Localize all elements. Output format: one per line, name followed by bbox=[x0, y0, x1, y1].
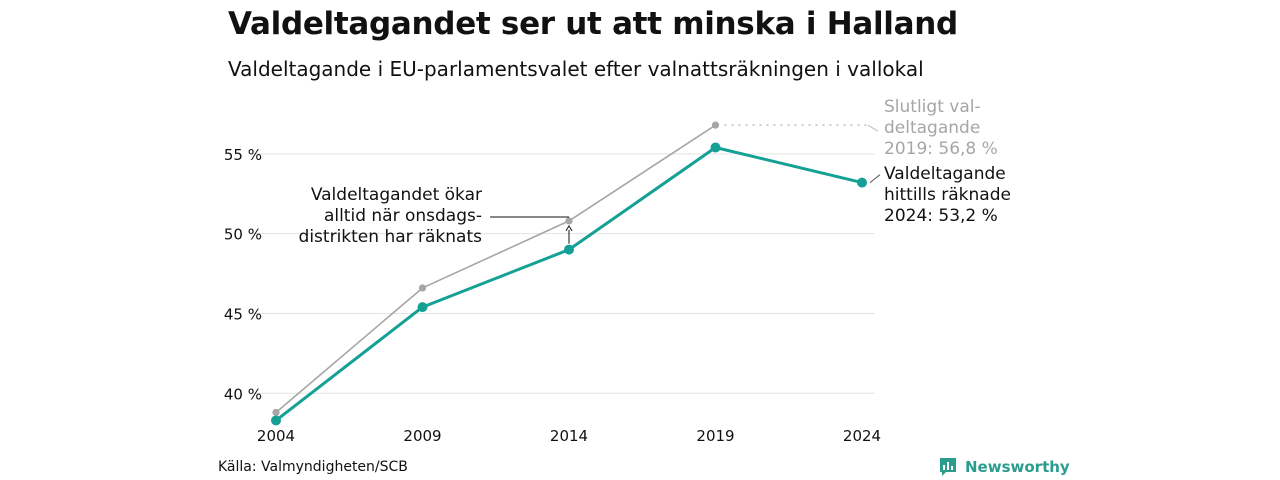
final-turnout-point bbox=[565, 217, 573, 225]
current-turnout-point bbox=[417, 302, 428, 313]
final-turnout-line bbox=[275, 124, 716, 414]
x-tick-label: 2014 bbox=[550, 427, 588, 445]
final-value-pointer bbox=[867, 124, 879, 132]
y-tick-label: 50 % bbox=[224, 226, 262, 244]
x-tick-label: 2024 bbox=[843, 427, 881, 445]
current-turnout-label: Valdeltagande hittills räknade 2024: 53,2 … bbox=[884, 164, 1011, 226]
newsworthy-logo: Newsworthy bbox=[938, 456, 1070, 478]
final-turnout-point bbox=[711, 121, 720, 129]
chart-subtitle: Valdeltagande i EU-parlamentsvalet efter… bbox=[228, 57, 924, 81]
final-turnout-point bbox=[272, 408, 280, 417]
annotation-arrowhead bbox=[565, 224, 573, 232]
x-tick-label: 2019 bbox=[696, 427, 734, 445]
newsworthy-logo-icon bbox=[940, 458, 956, 476]
y-tick-label: 45 % bbox=[224, 305, 262, 323]
chart-title: Valdeltagandet ser ut att minska i Halla… bbox=[228, 6, 958, 42]
current-turnout-point bbox=[857, 177, 867, 188]
x-tick-label: 2004 bbox=[257, 427, 295, 445]
y-tick-label: 55 % bbox=[224, 146, 262, 164]
final-turnout-point bbox=[418, 284, 427, 292]
final-turnout-label: Slutligt val-deltagande 2019: 56,8 % bbox=[884, 97, 998, 159]
current-turnout-point bbox=[710, 142, 721, 153]
chart-annotation-note: Valdeltagandet ökar alltid när onsdags-di… bbox=[299, 185, 483, 247]
current-value-pointer bbox=[869, 174, 881, 183]
x-tick-label: 2009 bbox=[403, 427, 441, 445]
y-tick-label: 40 % bbox=[224, 385, 262, 403]
current-turnout-point bbox=[564, 244, 574, 255]
newsworthy-logo-name: Newsworthy bbox=[965, 458, 1070, 476]
current-turnout-point bbox=[271, 415, 281, 426]
source-note: Källa: Valmyndigheten/SCB bbox=[218, 459, 408, 475]
